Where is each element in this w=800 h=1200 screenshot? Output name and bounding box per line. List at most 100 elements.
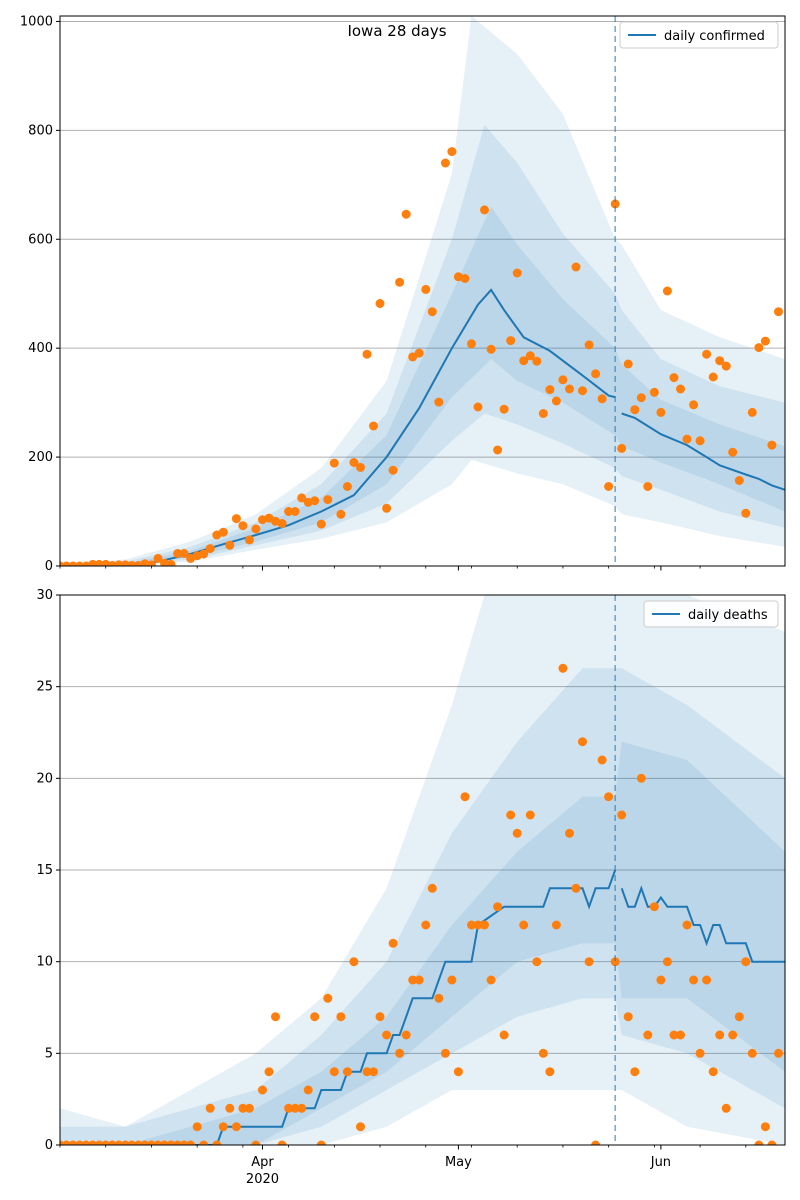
data-point bbox=[747, 407, 757, 417]
data-point bbox=[421, 284, 431, 294]
data-point bbox=[512, 828, 522, 838]
data-point bbox=[284, 507, 294, 516]
data-point bbox=[173, 549, 183, 558]
series-line bbox=[60, 288, 616, 566]
y-tick-label: 0 bbox=[45, 1138, 53, 1153]
data-point bbox=[519, 356, 529, 366]
data-point bbox=[728, 447, 738, 457]
data-point bbox=[656, 975, 666, 985]
data-point bbox=[715, 1030, 725, 1040]
data-point bbox=[551, 396, 561, 406]
data-point bbox=[342, 1067, 352, 1077]
y-tick-label: 0 bbox=[45, 559, 53, 574]
data-point bbox=[774, 307, 783, 317]
y-tick-label: 600 bbox=[28, 232, 53, 247]
data-point bbox=[277, 519, 287, 528]
data-point bbox=[669, 373, 679, 383]
data-point bbox=[525, 351, 535, 361]
data-point bbox=[231, 514, 241, 524]
data-point bbox=[323, 495, 333, 505]
data-point bbox=[447, 147, 457, 157]
data-point bbox=[251, 524, 261, 534]
confidence-band bbox=[60, 668, 785, 1145]
data-point bbox=[597, 755, 607, 765]
data-point bbox=[480, 205, 489, 215]
data-point bbox=[323, 993, 333, 1003]
data-point bbox=[506, 336, 516, 346]
data-point bbox=[623, 359, 633, 369]
data-point bbox=[401, 1030, 411, 1040]
data-point bbox=[506, 810, 516, 820]
data-point bbox=[244, 535, 254, 545]
forecast-line bbox=[621, 412, 785, 491]
data-point bbox=[734, 1012, 744, 1022]
data-point bbox=[310, 496, 320, 506]
data-point bbox=[702, 975, 712, 985]
data-point bbox=[199, 1140, 209, 1145]
y-tick-label: 15 bbox=[36, 863, 53, 878]
data-point bbox=[186, 1140, 196, 1145]
data-point bbox=[767, 440, 777, 450]
data-point bbox=[199, 549, 209, 559]
data-point bbox=[643, 482, 653, 491]
data-point bbox=[212, 1140, 222, 1145]
x-year-label: 2020 bbox=[246, 1172, 279, 1187]
data-point bbox=[617, 810, 627, 820]
data-point bbox=[290, 1103, 300, 1113]
data-point bbox=[375, 299, 385, 308]
y-tick-label: 200 bbox=[28, 450, 53, 465]
y-tick-label: 1000 bbox=[20, 14, 53, 29]
data-point bbox=[369, 1067, 378, 1077]
data-point bbox=[656, 407, 666, 417]
data-point bbox=[610, 957, 620, 967]
data-point bbox=[336, 509, 346, 519]
data-point bbox=[734, 476, 744, 485]
data-point bbox=[565, 384, 574, 394]
data-point bbox=[467, 339, 476, 349]
data-point bbox=[408, 352, 418, 362]
data-point bbox=[721, 1103, 731, 1113]
data-point bbox=[401, 209, 411, 219]
data-point bbox=[473, 402, 483, 412]
data-point bbox=[767, 1140, 777, 1145]
data-point bbox=[532, 356, 542, 366]
data-point bbox=[427, 307, 437, 317]
data-point bbox=[258, 1085, 267, 1095]
data-point bbox=[440, 158, 450, 168]
data-point bbox=[715, 356, 725, 366]
data-point bbox=[238, 521, 248, 531]
data-point bbox=[179, 549, 189, 558]
data-point bbox=[591, 1140, 601, 1145]
data-point bbox=[316, 519, 326, 529]
data-point bbox=[146, 560, 156, 566]
data-point bbox=[447, 975, 457, 985]
data-point bbox=[414, 975, 424, 985]
confidence-band bbox=[60, 124, 785, 566]
data-point bbox=[662, 957, 672, 967]
legend-box bbox=[619, 21, 779, 49]
data-point bbox=[153, 553, 163, 563]
y-tick-label: 800 bbox=[28, 123, 53, 138]
data-point bbox=[630, 1067, 640, 1077]
data-point bbox=[695, 436, 705, 446]
data-point bbox=[617, 443, 627, 453]
data-point bbox=[538, 1048, 548, 1058]
data-point bbox=[251, 1140, 261, 1145]
data-point bbox=[669, 1030, 679, 1040]
x-tick-label: Jun bbox=[650, 1155, 671, 1170]
data-point bbox=[545, 1067, 555, 1077]
data-point bbox=[264, 1067, 274, 1077]
data-point bbox=[356, 462, 365, 472]
data-point bbox=[584, 340, 594, 350]
data-point bbox=[604, 482, 614, 491]
data-point bbox=[460, 792, 470, 802]
y-tick-label: 5 bbox=[45, 1046, 53, 1061]
data-point bbox=[414, 348, 424, 358]
data-point bbox=[754, 343, 764, 353]
data-point bbox=[382, 1030, 392, 1040]
data-point bbox=[297, 493, 307, 503]
data-point bbox=[623, 1012, 633, 1022]
data-point bbox=[676, 1030, 685, 1040]
data-point bbox=[369, 421, 378, 431]
